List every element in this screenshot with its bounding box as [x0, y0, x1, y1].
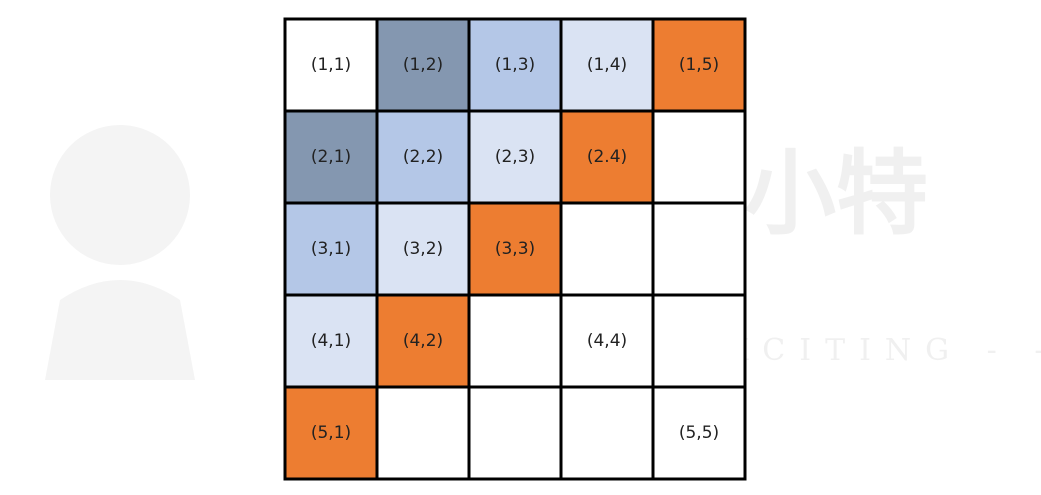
- cell-label: (5,5): [679, 423, 719, 443]
- watermark-avatar-body: [45, 280, 195, 380]
- cell-label: (2,2): [403, 147, 443, 167]
- cell-label: (3,2): [403, 239, 443, 259]
- cell-label: (1,1): [311, 55, 351, 75]
- cell-label: (3,3): [495, 239, 535, 259]
- grid-cell: [559, 293, 655, 389]
- grid-cell: [467, 109, 563, 205]
- grid-cell: [467, 293, 563, 389]
- cell-label: (1,3): [495, 55, 535, 75]
- grid-cell: [467, 385, 563, 481]
- cell-label: (2,1): [311, 147, 351, 167]
- grid-cell: [651, 201, 747, 297]
- grid-cell: [375, 17, 471, 113]
- cell-label: (4,2): [403, 331, 443, 351]
- cell-label: (2,3): [495, 147, 535, 167]
- grid: (1,1) (1,2) (1,3) (1,4) (1,5) (2,1) (2,2) (2,3)…: [283, 17, 747, 481]
- cell-label: (1,5): [679, 55, 719, 75]
- grid-cell: [375, 385, 471, 481]
- grid-cell: [559, 201, 655, 297]
- grid-cell: [651, 293, 747, 389]
- cell-label: (1,2): [403, 55, 443, 75]
- grid-cell: [283, 109, 379, 205]
- grid-cell: [559, 17, 655, 113]
- grid-cell: [467, 201, 563, 297]
- grid-cell: [283, 201, 379, 297]
- cell-label: (1,4): [587, 55, 627, 75]
- grid-cell: [375, 293, 471, 389]
- cell-label: (3,1): [311, 239, 351, 259]
- cell-label: (2.4): [587, 147, 627, 167]
- watermark-avatar: [50, 125, 190, 265]
- cell-label: (4,4): [587, 331, 627, 351]
- grid-cell: [559, 385, 655, 481]
- cell-label: (5,1): [311, 423, 351, 443]
- grid-cell: [651, 385, 747, 481]
- grid-cell: [651, 17, 747, 113]
- cell-label: (4,1): [311, 331, 351, 351]
- grid-cell: [651, 109, 747, 205]
